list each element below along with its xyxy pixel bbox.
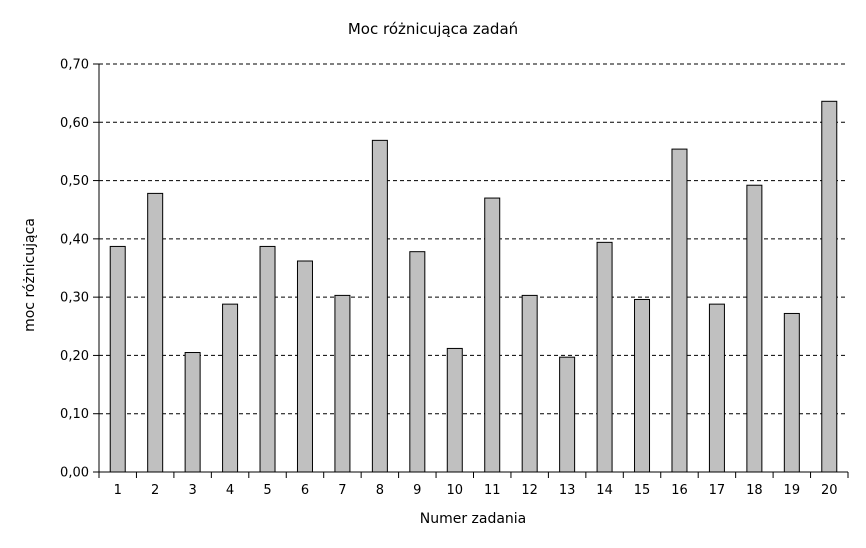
x-tick-label: 1 (114, 483, 122, 498)
y-tick-label: 0,50 (60, 174, 89, 189)
y-tick-label: 0,40 (60, 232, 89, 247)
bar-19 (783, 312, 800, 473)
x-tick-label: 18 (746, 483, 763, 498)
x-ticks: 1 2 3 4 5 6 7 8 9 10 11 12 13 14 15 16 17 18 19 20 (98, 472, 849, 498)
bar-3 (184, 352, 201, 473)
bar-7 (334, 294, 351, 473)
bar-20 (821, 100, 838, 473)
bar-15 (634, 298, 651, 473)
x-tick-label: 9 (413, 483, 421, 498)
x-tick-label: 14 (596, 483, 613, 498)
bar-1 (109, 245, 126, 473)
bar-5 (259, 245, 276, 473)
y-tick-label: 0,30 (60, 291, 89, 306)
bar-6 (296, 260, 313, 473)
x-tick-label: 6 (301, 483, 309, 498)
bar-13 (559, 356, 576, 473)
gridlines (99, 63, 848, 415)
bar-4 (222, 303, 239, 473)
x-tick-label: 4 (226, 483, 234, 498)
x-tick-label: 5 (263, 483, 271, 498)
bar-14 (596, 241, 613, 473)
y-tick-label: 0,20 (60, 349, 89, 364)
x-tick-label: 7 (338, 483, 346, 498)
bar-9 (409, 251, 426, 473)
x-tick-label: 13 (559, 483, 576, 498)
bars (109, 100, 838, 473)
axes (98, 64, 848, 473)
bar-16 (671, 148, 688, 473)
x-tick-label: 19 (784, 483, 801, 498)
x-tick-label: 8 (376, 483, 384, 498)
x-tick-label: 15 (634, 483, 651, 498)
bar-11 (484, 197, 501, 473)
y-ticks: 0,00 0,10 0,20 0,30 0,40 0,50 0,60 0,70 (60, 58, 99, 481)
x-tick-label: 11 (484, 483, 501, 498)
x-axis-label: Numer zadania (419, 511, 527, 527)
bar-12 (521, 294, 538, 473)
bar-17 (708, 303, 725, 473)
bar-8 (371, 139, 388, 473)
x-tick-label: 20 (821, 483, 838, 498)
y-tick-label: 0,60 (60, 116, 89, 131)
x-tick-label: 2 (151, 483, 159, 498)
y-tick-label: 0,70 (60, 58, 89, 73)
x-tick-label: 17 (709, 483, 726, 498)
y-tick-label: 0,00 (60, 466, 89, 481)
bar-18 (746, 184, 763, 473)
chart-title: Moc różnicująca zadań (347, 20, 519, 38)
x-tick-label: 3 (188, 483, 196, 498)
y-tick-label: 0,10 (60, 407, 89, 422)
x-tick-label: 10 (447, 483, 464, 498)
bar-10 (446, 347, 463, 473)
bar-2 (147, 192, 164, 473)
x-tick-label: 16 (671, 483, 688, 498)
x-tick-label: 12 (521, 483, 538, 498)
